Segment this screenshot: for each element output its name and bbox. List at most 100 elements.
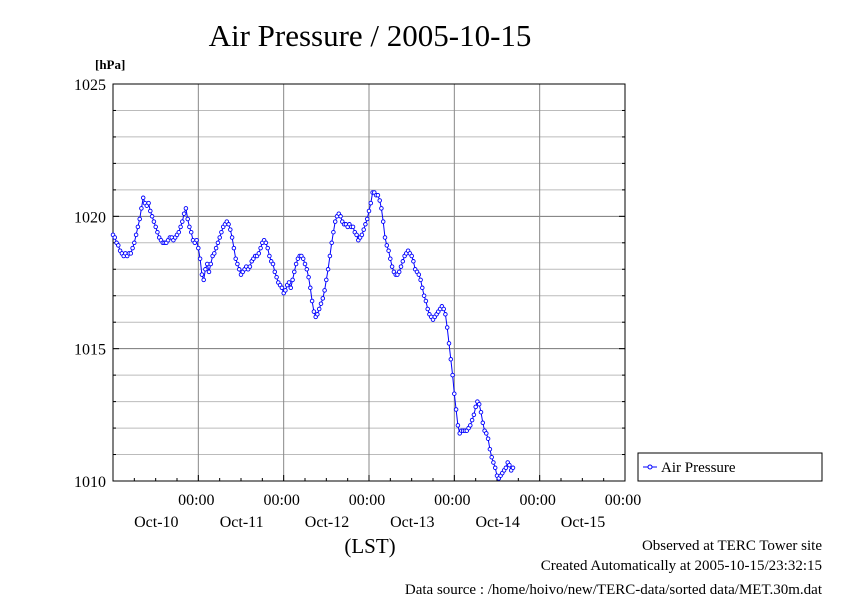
footer-observed-at: Observed at TERC Tower site bbox=[642, 538, 822, 554]
series-line bbox=[112, 192, 514, 480]
data-point bbox=[148, 208, 153, 214]
data-point bbox=[274, 274, 279, 280]
data-point bbox=[206, 269, 212, 275]
y-axis-ticks: 1010 1015 1020 1025 bbox=[74, 77, 106, 491]
data-point bbox=[215, 240, 221, 246]
data-point bbox=[213, 245, 219, 251]
data-point bbox=[491, 460, 496, 465]
data-point bbox=[368, 200, 374, 206]
major-grid bbox=[112, 83, 626, 482]
data-point bbox=[151, 219, 157, 224]
y-tick-label: 1015 bbox=[74, 342, 106, 359]
data-point bbox=[290, 277, 295, 283]
data-point bbox=[441, 306, 446, 312]
y-tick-label: 1020 bbox=[74, 209, 106, 226]
data-point bbox=[201, 277, 206, 283]
x-tick-date-label: Oct-10 bbox=[134, 514, 178, 531]
data-point bbox=[293, 261, 299, 267]
data-point bbox=[320, 296, 326, 301]
data-point bbox=[425, 306, 430, 312]
data-point bbox=[398, 264, 404, 269]
data-point bbox=[137, 216, 142, 222]
data-point bbox=[418, 277, 423, 283]
y-tick-label: 1025 bbox=[74, 77, 106, 94]
x-axis-label: (LST) bbox=[344, 534, 395, 558]
data-point bbox=[350, 224, 356, 230]
footer-created-at: Created Automatically at 2005-10-15/23:3… bbox=[541, 558, 822, 574]
data-point bbox=[309, 298, 315, 304]
data-point bbox=[236, 267, 242, 272]
data-point bbox=[316, 306, 322, 312]
data-point bbox=[409, 253, 414, 259]
data-point bbox=[203, 267, 208, 272]
data-point bbox=[292, 269, 297, 275]
x-axis-ticks: 00:00 00:00 00:00 00:00 00:00 00:00 Oct-… bbox=[134, 492, 641, 531]
data-point bbox=[364, 216, 370, 222]
data-point bbox=[388, 256, 393, 261]
legend: Air Pressure bbox=[637, 452, 823, 482]
data-point bbox=[226, 222, 231, 227]
data-point bbox=[489, 454, 494, 460]
data-point bbox=[396, 269, 402, 275]
data-point bbox=[196, 245, 201, 251]
x-tick-time-label: 00:00 bbox=[519, 492, 555, 509]
data-point bbox=[233, 256, 238, 261]
data-point bbox=[473, 404, 478, 410]
data-point bbox=[263, 240, 269, 246]
data-point bbox=[400, 259, 406, 264]
data-point bbox=[149, 214, 155, 219]
data-point bbox=[176, 229, 182, 235]
data-point bbox=[468, 423, 473, 428]
data-point bbox=[112, 235, 118, 240]
data-point bbox=[471, 412, 477, 418]
x-tick-date-label: Oct-11 bbox=[220, 514, 264, 531]
data-point bbox=[304, 267, 310, 272]
legend-marker-swatch bbox=[647, 464, 653, 470]
data-point bbox=[487, 446, 493, 452]
data-point bbox=[256, 251, 262, 256]
series-air-pressure bbox=[110, 190, 516, 481]
data-point bbox=[135, 224, 141, 230]
data-point bbox=[507, 462, 512, 468]
data-point bbox=[302, 261, 308, 267]
plot-area bbox=[112, 83, 626, 482]
data-point bbox=[354, 232, 359, 238]
data-point bbox=[375, 192, 381, 198]
data-point bbox=[194, 237, 199, 243]
data-point bbox=[306, 274, 311, 280]
data-point bbox=[359, 232, 365, 238]
data-point bbox=[231, 245, 237, 251]
data-point bbox=[423, 298, 429, 304]
data-point bbox=[286, 280, 292, 285]
data-point bbox=[444, 325, 450, 330]
x-tick-time-label: 00:00 bbox=[605, 492, 641, 509]
data-point bbox=[382, 235, 388, 240]
data-point bbox=[325, 267, 331, 272]
data-point bbox=[128, 251, 134, 256]
y-tick-label: 1010 bbox=[74, 474, 106, 491]
data-point bbox=[288, 285, 294, 291]
data-point bbox=[130, 245, 135, 251]
data-point bbox=[416, 272, 422, 277]
data-point bbox=[377, 198, 382, 203]
x-tick-date-label: Oct-15 bbox=[561, 514, 605, 531]
data-point bbox=[480, 420, 486, 426]
data-point bbox=[448, 357, 454, 362]
data-point bbox=[446, 341, 452, 346]
data-point bbox=[235, 261, 240, 267]
data-point bbox=[384, 243, 390, 248]
data-point bbox=[361, 227, 366, 232]
data-point bbox=[311, 309, 317, 314]
data-point bbox=[452, 391, 457, 396]
data-point bbox=[450, 372, 455, 378]
data-point bbox=[363, 222, 368, 227]
y-axis-unit: [hPa] bbox=[95, 57, 125, 72]
data-point bbox=[379, 206, 384, 211]
data-point bbox=[199, 272, 205, 277]
data-point bbox=[155, 229, 160, 235]
data-point bbox=[180, 219, 185, 224]
data-point bbox=[443, 312, 448, 317]
data-point bbox=[308, 285, 313, 291]
data-point bbox=[272, 269, 278, 275]
data-point bbox=[492, 465, 498, 471]
